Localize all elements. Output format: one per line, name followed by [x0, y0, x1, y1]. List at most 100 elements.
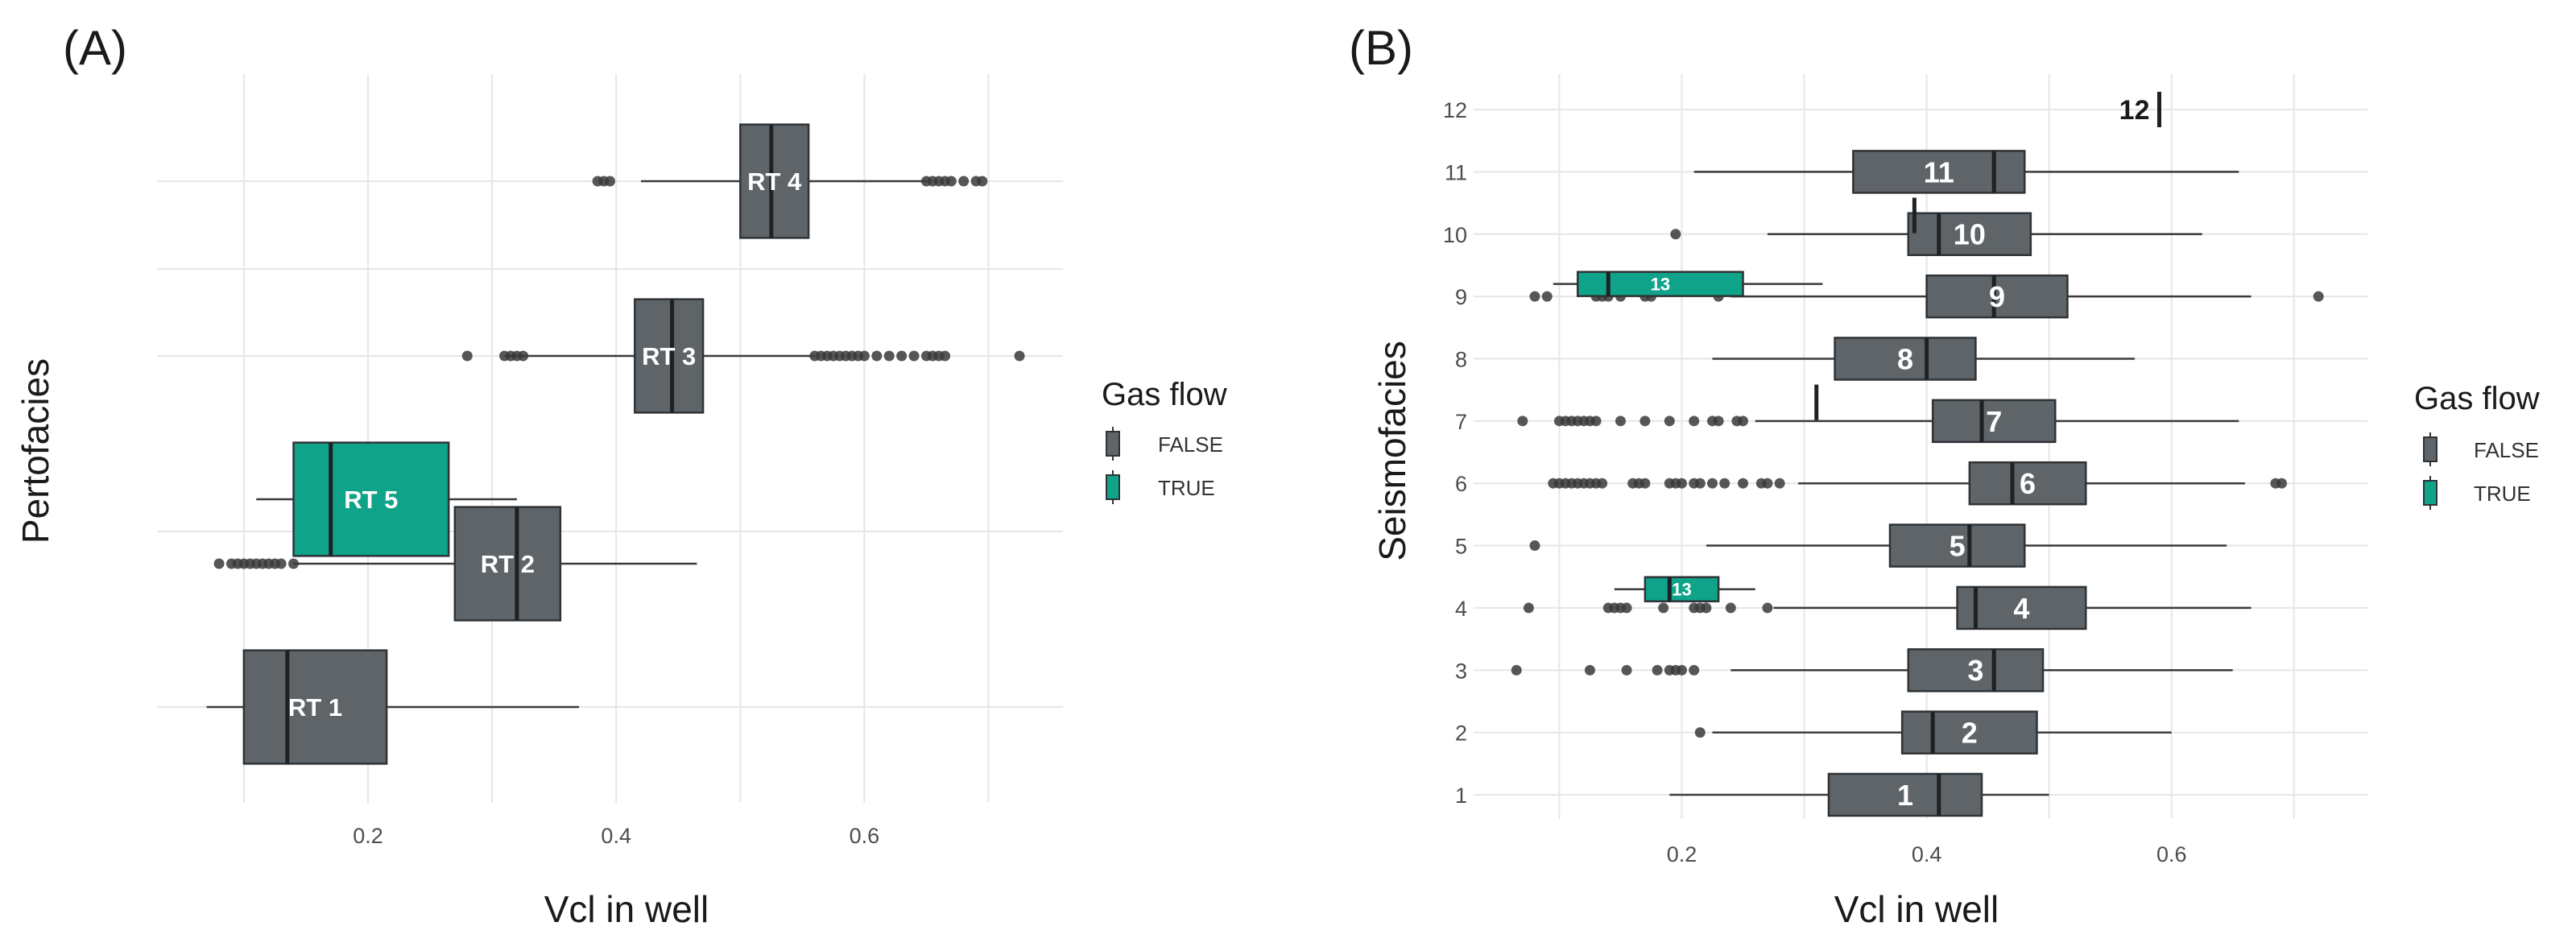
panel-b-label: (B)	[1349, 21, 1413, 75]
outlier-point	[213, 558, 225, 569]
panel-a-legend-false-key	[1106, 427, 1120, 461]
iqr-box	[1956, 585, 2087, 631]
outlier-point	[1621, 602, 1632, 614]
box-label: 11	[1924, 155, 1954, 188]
panel-b-box-5: 5	[1529, 523, 2227, 568]
panel-a-box-rt4: RT 4	[592, 123, 988, 239]
outlier-point	[1713, 416, 1724, 427]
outlier-point	[1689, 416, 1700, 427]
panel-a-legend-title: Gas flow	[1102, 377, 1227, 412]
panel-b-box-13-gas: 13	[1553, 271, 1823, 297]
panel-b-plot-area	[1474, 74, 2367, 819]
outlier-point	[1615, 416, 1626, 427]
outlier-point	[461, 350, 473, 362]
box-label: 12	[2119, 95, 2150, 126]
box-label: RT 3	[642, 342, 696, 370]
panel-a-marks: RT 1 RT 2 RT 5 RT 3 RT 4	[206, 123, 1025, 765]
outlier-point	[1639, 416, 1651, 427]
panel-b-y-tick-label: 7	[1455, 410, 1467, 434]
iqr-box	[1931, 399, 2057, 444]
panel-b-legend-title: Gas flow	[2414, 381, 2540, 416]
box-label: RT 1	[288, 693, 342, 722]
legend-false-key-box	[2423, 436, 2437, 462]
panel-b-box-3: 3	[1511, 648, 2233, 693]
outlier-point	[1670, 229, 1681, 240]
panel-a-y-axis-title: Pertofacies	[14, 358, 56, 544]
iqr-box	[292, 441, 450, 557]
box-label: 3	[1967, 654, 1983, 687]
panel-b-x-axis-title: Vcl in well	[1834, 888, 1999, 930]
panel-b-legend-true-key	[2423, 476, 2437, 510]
panel-b-x-tick-label: 0.2	[1667, 842, 1697, 866]
legend-false-key-box	[1106, 431, 1120, 457]
outlier-point	[858, 350, 870, 362]
outlier-point	[1707, 478, 1718, 489]
outlier-point	[1676, 478, 1687, 489]
panel-a-x-ticks: 0.2 0.4 0.6	[353, 824, 879, 848]
panel-b-legend-false-label: FALSE	[2474, 438, 2539, 462]
panel-b-box-8: 8	[1712, 337, 2136, 381]
outlier-point	[945, 176, 957, 187]
outlier-point	[2313, 291, 2324, 302]
panel-b-box-12: 12	[2119, 92, 2162, 128]
iqr-box	[634, 298, 705, 414]
iqr-box	[1576, 271, 1744, 297]
panel-b-box-1: 1	[1669, 772, 2049, 817]
box-label: 13	[1672, 580, 1691, 600]
iqr-box	[1888, 523, 2026, 568]
outlier-point	[1639, 478, 1651, 489]
panel-a: RT 1 RT 2 RT 5 RT 3 RT 4 0.2 0.4 0.6 (A) Vcl i…	[14, 21, 1227, 930]
outlier-point	[1676, 664, 1687, 676]
outlier-point	[1664, 416, 1675, 427]
outlier-point	[908, 350, 920, 362]
panel-b-box-2: 2	[1694, 710, 2172, 755]
panel-b-y-tick-label: 6	[1455, 472, 1467, 496]
outlier-point	[1541, 291, 1553, 302]
iqr-box	[1907, 648, 2045, 693]
iqr-box	[242, 649, 388, 765]
outlier-point	[1511, 664, 1522, 676]
outlier-point	[1725, 602, 1736, 614]
panel-b-box-11: 11	[1693, 150, 2239, 194]
panel-b-box-6: 6	[1548, 461, 2288, 506]
panel-b-y-tick-label: 4	[1455, 597, 1467, 621]
outlier-point	[940, 350, 951, 362]
panel-a-legend-false-label: FALSE	[1158, 432, 1223, 457]
panel-a-box-rt5: RT 5	[256, 441, 517, 557]
box-label: 6	[2020, 467, 2036, 500]
panel-b-y-tick-label: 2	[1455, 722, 1467, 746]
iqr-box	[1968, 461, 2087, 506]
iqr-box	[453, 506, 562, 622]
panel-a-x-tick-label: 0.2	[353, 824, 383, 848]
outlier-point	[1762, 602, 1773, 614]
legend-true-key-box	[1106, 474, 1120, 500]
panel-b-y-tick-label: 3	[1455, 659, 1467, 683]
panel-b-x-tick-label: 0.4	[1912, 842, 1942, 866]
outlier-point	[1719, 478, 1730, 489]
iqr-box	[1852, 150, 2026, 194]
box-label: 8	[1897, 342, 1913, 375]
panel-b-box-4: 4	[1523, 585, 2251, 631]
panel-a-box-rt1: RT 1	[206, 649, 579, 765]
box-label: 5	[1950, 530, 1966, 563]
outlier-point	[1694, 478, 1706, 489]
panel-b-y-tick-label: 12	[1443, 98, 1467, 122]
panel-a-box-rt2: RT 2	[213, 506, 697, 622]
iqr-box	[1900, 710, 2038, 755]
panel-b-y-tick-label: 1	[1455, 784, 1467, 808]
panel-a-legend-true-key	[1106, 470, 1120, 504]
panel-a-x-axis-title: Vcl in well	[544, 888, 709, 930]
iqr-box	[1644, 576, 1720, 602]
box-label: 4	[2013, 592, 2029, 625]
outlier-point	[1738, 416, 1749, 427]
outlier-point	[1689, 664, 1700, 676]
outlier-point	[288, 558, 300, 569]
box-label: 2	[1962, 717, 1978, 750]
outlier-point	[1738, 478, 1749, 489]
outlier-point	[1701, 602, 1712, 614]
panel-b-box-9: 9	[1529, 274, 2324, 319]
panel-b-y-tick-label: 9	[1455, 285, 1467, 309]
outlier-point	[1652, 664, 1663, 676]
